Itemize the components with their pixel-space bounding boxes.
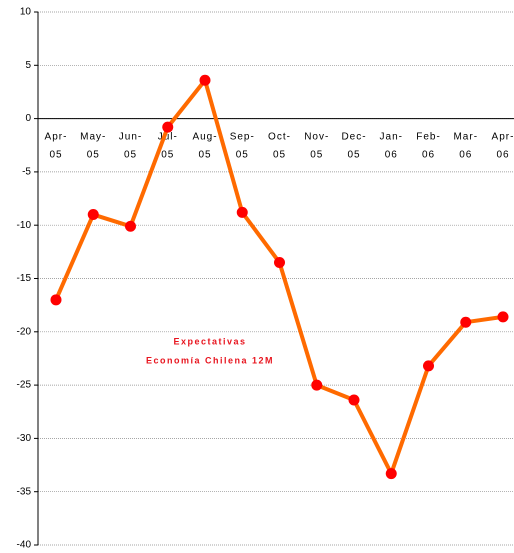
y-tick-label: 5 <box>25 60 31 71</box>
y-tick-label: -15 <box>17 273 32 284</box>
label-line: 05 <box>310 149 323 160</box>
label-line: Apr- <box>492 131 514 142</box>
x-tick-label: Sep- 05 <box>230 131 255 160</box>
marker <box>385 468 397 480</box>
label-line: 05 <box>49 149 62 160</box>
label-line: Aug- <box>192 131 217 142</box>
label-line: 05 <box>87 149 100 160</box>
marker <box>460 316 472 328</box>
marker <box>311 379 323 391</box>
label-line: Apr- <box>45 131 68 142</box>
marker <box>497 311 509 323</box>
x-tick-label: Nov- 05 <box>304 131 329 160</box>
label-line: Mar- <box>453 131 478 142</box>
label-line: 05 <box>236 149 249 160</box>
label-line: Nov- <box>304 131 329 142</box>
marker <box>274 257 285 269</box>
marker <box>87 209 99 221</box>
label-line: 06 <box>385 149 398 160</box>
label-line: 05 <box>273 149 286 160</box>
marker <box>199 74 211 86</box>
label-line: Sep- <box>230 131 255 142</box>
x-tick-label: Mar- 06 <box>453 131 478 160</box>
label-line: 05 <box>347 149 360 160</box>
x-tick-label: Apr- 06 <box>492 131 514 160</box>
x-tick-label: May- 05 <box>80 131 106 160</box>
marker <box>162 121 174 133</box>
y-tick-label: -40 <box>17 540 32 551</box>
label-line: 05 <box>161 149 174 160</box>
y-tick-label: -10 <box>17 220 32 231</box>
label-line: 06 <box>422 149 435 160</box>
x-tick-label: Dec- 05 <box>341 131 366 160</box>
label-line: May- <box>80 131 106 142</box>
label-line: Jul- <box>158 131 178 142</box>
marker <box>348 394 360 406</box>
marker <box>423 360 434 372</box>
label-line: Jun- <box>119 131 142 142</box>
label-line: 05 <box>198 149 211 160</box>
annotation: Expectativas <box>173 336 246 346</box>
label-line: 05 <box>124 149 137 160</box>
label-line: Oct- <box>268 131 291 142</box>
x-tick-label: Jul- 05 <box>158 131 178 160</box>
y-tick-label: -5 <box>22 167 31 178</box>
annotation: Economía Chilena 12M <box>146 355 274 365</box>
y-tick-label: -30 <box>17 433 32 444</box>
marker <box>50 294 62 306</box>
x-tick-label: Jun- 05 <box>119 131 142 160</box>
label-line: Dec- <box>341 131 366 142</box>
label-line: 06 <box>496 149 509 160</box>
label-line: 06 <box>459 149 472 160</box>
y-tick-label: 0 <box>25 113 31 124</box>
marker <box>236 206 248 218</box>
x-tick-label: Feb- 06 <box>416 131 441 160</box>
y-tick-label: -35 <box>17 486 32 497</box>
x-tick-label: Apr- 05 <box>45 131 68 160</box>
y-tick-label: -25 <box>17 380 32 391</box>
label-line: Feb- <box>416 131 441 142</box>
x-tick-label: Oct- 05 <box>268 131 291 160</box>
x-tick-label: Jan- 06 <box>380 131 403 160</box>
marker <box>125 220 136 232</box>
label-line: Jan- <box>380 131 403 142</box>
y-tick-label: 10 <box>20 7 32 18</box>
x-tick-label: Aug- 05 <box>192 131 217 160</box>
y-tick-label: -20 <box>17 326 32 337</box>
